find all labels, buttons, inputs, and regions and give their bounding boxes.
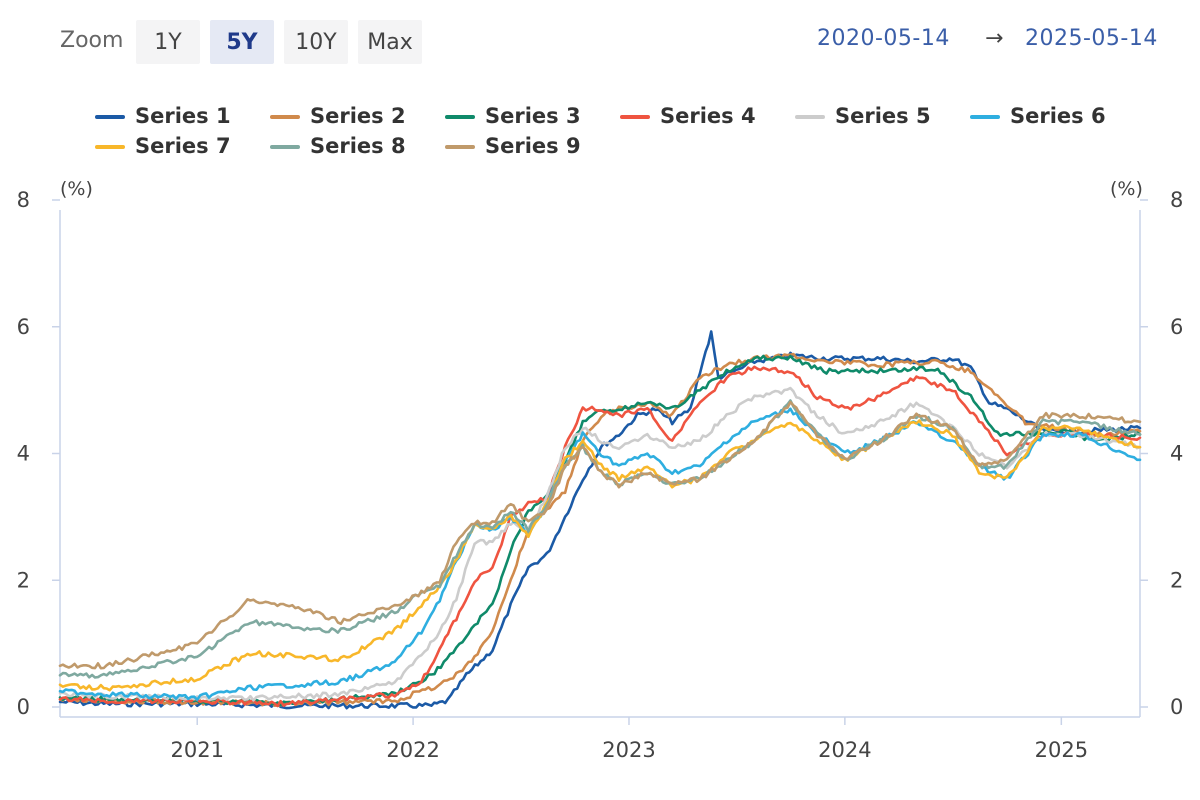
y-tick-label-right: 0 xyxy=(1170,695,1183,719)
y-tick-label-right: 4 xyxy=(1170,442,1183,466)
x-tick-label: 2025 xyxy=(1035,738,1088,762)
y-tick-label-right: 8 xyxy=(1170,188,1183,212)
series-9-swatch xyxy=(445,145,475,149)
legend-label: Series 7 xyxy=(135,134,231,158)
range-end-date[interactable]: 2025-05-14 xyxy=(1025,26,1158,51)
chart-axes xyxy=(52,199,1148,725)
zoom-1y-button[interactable]: 1Y xyxy=(136,20,200,64)
legend-label: Series 8 xyxy=(310,134,406,158)
x-tick-label: 2024 xyxy=(818,738,871,762)
zoom-10y-button[interactable]: 10Y xyxy=(284,20,348,64)
legend-label: Series 6 xyxy=(1010,104,1106,128)
x-tick-label: 2022 xyxy=(386,738,439,762)
y-tick-label-left: 4 xyxy=(17,442,30,466)
series-3-line xyxy=(58,354,1142,707)
legend-label: Series 9 xyxy=(485,134,581,158)
line-chart[interactable]: 0 0 2 2 4 4 6 6 8 8 (%) (%) 2021 2022 2023 2024 2025 xyxy=(0,170,1200,790)
legend-label: Series 3 xyxy=(485,104,581,128)
legend-label: Series 2 xyxy=(310,104,406,128)
series-1-line xyxy=(58,330,1142,710)
y-unit-right: (%) xyxy=(1110,178,1143,200)
series-6-swatch xyxy=(970,115,1000,119)
range-start-date[interactable]: 2020-05-14 xyxy=(817,26,950,51)
series-5-line xyxy=(58,386,1142,702)
series-4-line xyxy=(58,365,1142,708)
y-tick-label-left: 6 xyxy=(17,315,30,339)
series-1-swatch xyxy=(95,115,125,119)
axis-labels: 0 0 2 2 4 4 6 6 8 8 (%) (%) 2021 2022 2023 2024 2025 xyxy=(17,178,1184,762)
legend-label: Series 5 xyxy=(835,104,931,128)
zoom-label: Zoom xyxy=(60,28,124,53)
x-tick-label: 2023 xyxy=(602,738,655,762)
series-7-swatch xyxy=(95,145,125,149)
series-2-swatch xyxy=(270,115,300,119)
y-tick-label-right: 6 xyxy=(1170,315,1183,339)
series-layer xyxy=(58,330,1142,710)
y-unit-left: (%) xyxy=(60,178,93,200)
series-8-swatch xyxy=(270,145,300,149)
range-arrow: → xyxy=(985,26,1004,51)
series-4-swatch xyxy=(620,115,650,119)
series-7-line xyxy=(58,419,1142,692)
series-5-swatch xyxy=(795,115,825,119)
zoom-5y-button[interactable]: 5Y xyxy=(210,20,274,64)
legend-label: Series 1 xyxy=(135,104,231,128)
chart-toolbar: Zoom 1Y 5Y 10Y Max 2020-05-14 → 2025-05-… xyxy=(0,0,1200,80)
series-3-swatch xyxy=(445,115,475,119)
y-tick-label-left: 2 xyxy=(17,568,30,592)
y-tick-label-left: 8 xyxy=(17,188,30,212)
series-9-line xyxy=(58,400,1142,670)
legend-label: Series 4 xyxy=(660,104,756,128)
y-tick-label-right: 2 xyxy=(1170,568,1183,592)
x-tick-label: 2021 xyxy=(170,738,223,762)
chart-legend: Series 1 Series 2 Series 3 Series 4 Seri… xyxy=(0,100,1200,170)
y-tick-label-left: 0 xyxy=(17,695,30,719)
zoom-max-button[interactable]: Max xyxy=(358,20,422,64)
